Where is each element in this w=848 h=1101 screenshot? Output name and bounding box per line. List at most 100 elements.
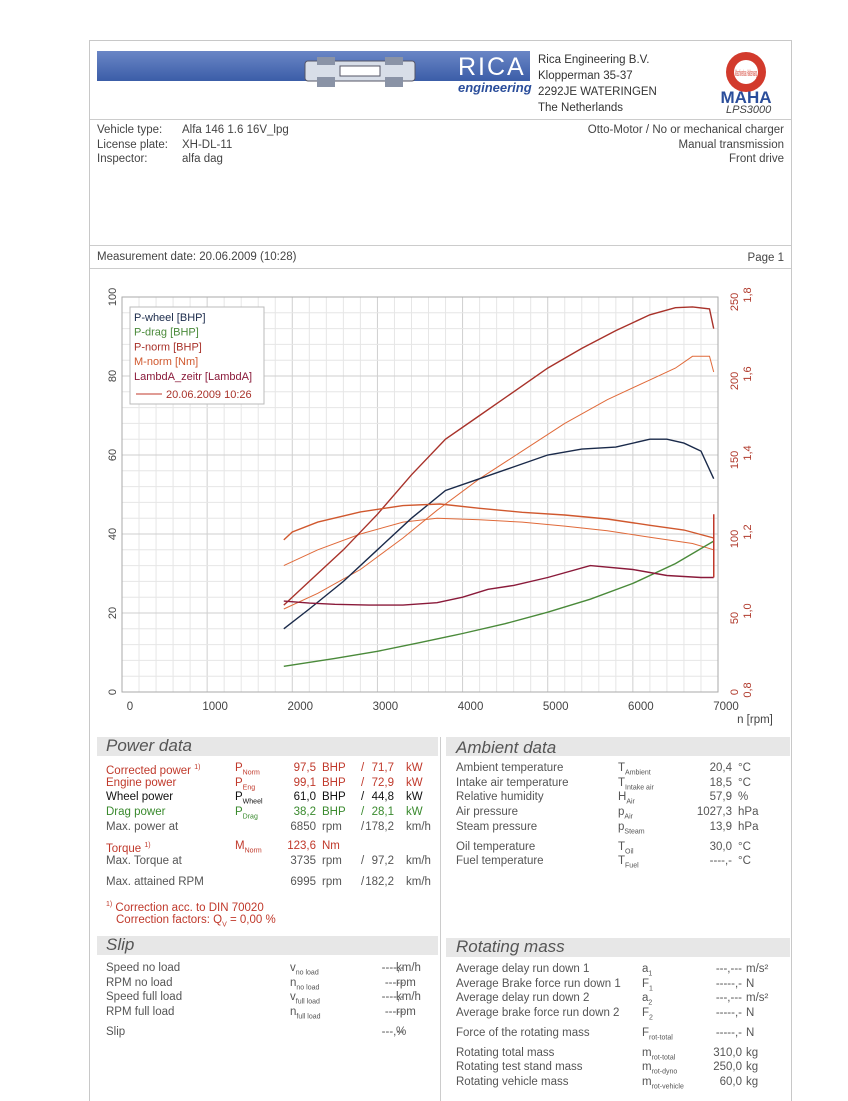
- rotating-row-label: Average brake force run down 2: [456, 1007, 620, 1020]
- power-row-unit2: kW: [406, 791, 423, 804]
- rotating-row-unit: m/s²: [746, 963, 769, 975]
- series-line: [283, 306, 715, 606]
- y-tick-label: 40: [107, 528, 119, 540]
- series-line: [283, 503, 714, 541]
- car-icon: [304, 57, 416, 87]
- power-row-separator: /: [361, 820, 365, 833]
- vehicle-values: Alfa 146 1.6 16V_lpg XH-DL-11 alfa dag: [182, 123, 289, 167]
- power-row-separator: /: [361, 776, 365, 789]
- ambient-row-value: 18,5: [709, 776, 732, 789]
- slip-row-label: RPM no load: [106, 976, 173, 989]
- power-row-unit1: BHP: [322, 806, 346, 819]
- rotating-row-value: -----,-: [715, 1026, 742, 1039]
- legend-entry: LambdA_zeitr [LambdA]: [134, 371, 252, 383]
- ambient-row-unit: hPa: [738, 806, 759, 819]
- torque-at-value1: 3735: [290, 855, 316, 867]
- x-tick-label: 1000: [202, 701, 228, 713]
- power-row-unit1: rpm: [322, 820, 342, 833]
- y2-tick-label: 150: [729, 451, 741, 469]
- torque-at-label: Max. Torque at: [106, 855, 182, 867]
- ambient-row-label: Oil temperature: [456, 840, 536, 853]
- y3-tick-label: 1,6: [742, 366, 754, 381]
- torque-symbol: MNorm: [235, 840, 262, 855]
- divider: [90, 245, 791, 246]
- y3-tick-label: 0,8: [742, 682, 754, 697]
- power-row-unit2: km/h: [406, 820, 431, 833]
- address-line: 2292JE WATERINGEN: [538, 86, 657, 98]
- slip-row-unit: km/h: [396, 962, 421, 974]
- power-row-label: Wheel power: [106, 791, 174, 804]
- power-row-unit1: BHP: [322, 791, 346, 804]
- vehicle-config: Otto-Motor / No or mechanical charger Ma…: [588, 123, 784, 167]
- column-divider: [440, 737, 441, 1101]
- y3-tick-label: 1,0: [742, 603, 754, 618]
- slip-row-label: RPM full load: [106, 1006, 175, 1019]
- ambient-row-symbol: pAir: [618, 806, 633, 821]
- legend-entry: P-wheel [BHP]: [134, 312, 206, 324]
- rotating-row-symbol: a1: [642, 963, 653, 978]
- rotating-row-value: -----,-: [715, 1007, 742, 1020]
- slip-row-unit: rpm: [396, 1006, 416, 1019]
- ambient-row-label: Relative humidity: [456, 791, 544, 804]
- y2-tick-label: 0: [729, 689, 741, 695]
- torque-label: Torque 1): [106, 842, 151, 855]
- y-tick-label: 80: [107, 370, 119, 382]
- power-row-value1: 99,1: [293, 776, 316, 789]
- rotating-row-label: Rotating vehicle mass: [456, 1075, 569, 1088]
- slip-row-label: Speed no load: [106, 962, 181, 974]
- max-rpm-label: Max. attained RPM: [106, 876, 204, 888]
- power-row-value2: 71,7: [371, 762, 394, 774]
- series-line: [283, 564, 714, 606]
- power-row-label: Max. power at: [106, 820, 179, 833]
- ambient-row-value: 30,0: [709, 840, 732, 853]
- transmission-type: Manual transmission: [678, 138, 784, 151]
- rotating-row-value: 250,0: [713, 1061, 742, 1074]
- ambient-row-unit: °C: [738, 840, 751, 853]
- ambient-row-symbol: HAir: [618, 791, 635, 806]
- correction-note: 1) Correction acc. to DIN 70020: [106, 901, 264, 914]
- rotating-row-symbol: Frot-total: [642, 1026, 673, 1042]
- section-bar: [97, 737, 438, 756]
- license-plate-label: License plate:: [97, 138, 168, 151]
- license-plate-value: XH-DL-11: [182, 138, 233, 151]
- maha-logo: Maschinenbau Haldenwang MAHA: [721, 52, 772, 107]
- rotating-row-symbol: a2: [642, 992, 653, 1007]
- legend-entry: P-drag [BHP]: [134, 327, 199, 339]
- ambient-row-symbol: TAmbient: [618, 762, 651, 777]
- address-line: Rica Engineering B.V.: [538, 54, 650, 66]
- y3-tick-label: 1,8: [742, 287, 754, 302]
- vehicle-type-label: Vehicle type:: [97, 124, 163, 136]
- inspector-value: alfa dag: [182, 153, 223, 165]
- max-rpm-separator: /: [361, 876, 365, 888]
- torque-at-unit1: rpm: [322, 855, 342, 867]
- power-row-value2: 44,8: [371, 791, 394, 804]
- plot-frame: [121, 296, 719, 693]
- ambient-row-label: Air pressure: [456, 806, 518, 819]
- ambient-row-symbol: TOil: [618, 840, 634, 855]
- rotating-row-label: Average Brake force run down 1: [456, 977, 621, 990]
- ambient-row-unit: hPa: [738, 820, 759, 833]
- ambient-row-label: Fuel temperature: [456, 855, 544, 868]
- rotating-row-label: Average delay run down 1: [456, 963, 590, 975]
- power-row-separator: /: [361, 806, 365, 819]
- correction-factors: Correction factors: QV = 0,00 %: [116, 914, 276, 929]
- torque-at-value2: 97,2: [371, 855, 394, 867]
- torque-unit: Nm: [322, 840, 340, 852]
- rotating-row-unit: m/s²: [746, 992, 769, 1005]
- power-row-separator: /: [361, 791, 365, 804]
- section-bar: [97, 936, 438, 955]
- section-bar: [446, 737, 790, 756]
- y-tick-label: 20: [107, 607, 119, 619]
- vehicle-type-value: Alfa 146 1.6 16V_lpg: [182, 124, 289, 136]
- power-row-symbol: PWheel: [235, 791, 263, 806]
- power-row-label: Drag power: [106, 806, 166, 819]
- ambient-row-label: Ambient temperature: [456, 762, 564, 774]
- power-row-unit1: BHP: [322, 776, 346, 789]
- x-tick-label: 0: [127, 701, 133, 713]
- rotating-row-symbol: mrot-vehicle: [642, 1075, 684, 1091]
- y2-tick-label: 100: [729, 530, 741, 548]
- report-sheet: RICA engineering Rica Engineering B.V. K…: [89, 40, 792, 1101]
- page-number: Page 1: [747, 252, 784, 264]
- power-row-symbol: PEng: [235, 776, 256, 791]
- max-rpm-unit2: km/h: [406, 876, 431, 888]
